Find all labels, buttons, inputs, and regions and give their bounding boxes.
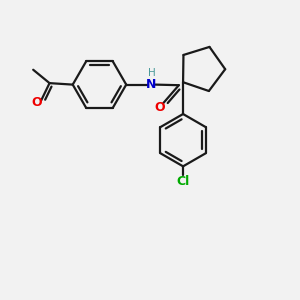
Text: O: O bbox=[32, 96, 42, 109]
Text: Cl: Cl bbox=[176, 175, 190, 188]
Text: N: N bbox=[146, 77, 157, 91]
Text: O: O bbox=[154, 101, 165, 114]
Text: H: H bbox=[148, 68, 155, 78]
